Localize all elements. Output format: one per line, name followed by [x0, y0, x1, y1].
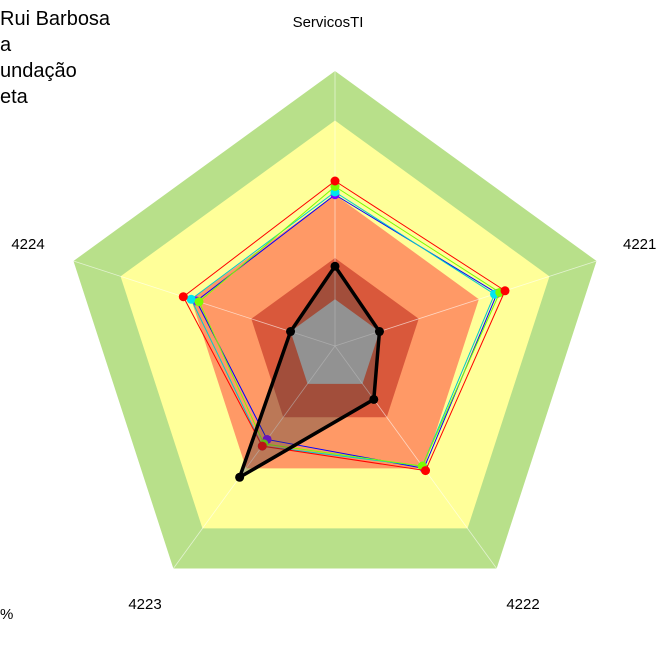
series-point-3-0	[330, 176, 340, 186]
series-point-4-2	[369, 394, 379, 404]
axis-label-4: 4224	[11, 236, 44, 253]
spoke-2	[334, 345, 497, 569]
legend-item-2: undação	[0, 60, 77, 82]
series-point-3-2	[421, 466, 431, 476]
series-point-4-4	[286, 327, 296, 337]
series-point-1-4	[186, 294, 196, 304]
series-point-4-0	[330, 261, 340, 271]
series-line-3	[182, 180, 506, 472]
series-point-3-1	[500, 286, 510, 296]
axis-label-2: 4222	[506, 596, 539, 613]
series-line-1	[190, 191, 496, 467]
axis-label-3: 4223	[128, 596, 161, 613]
legend-item-1: a	[0, 34, 12, 56]
series-point-2-4	[194, 297, 204, 307]
series-line-0	[195, 194, 498, 469]
series-point-4-3	[235, 472, 245, 482]
series-point-3-4	[178, 292, 188, 302]
legend-item-3: eta	[0, 86, 28, 108]
percent-label: %	[0, 606, 14, 623]
radar-series	[178, 176, 510, 482]
series-line-2	[198, 185, 501, 467]
axis-labels: ServicosTI 4221 4222 4223 4224	[11, 14, 656, 613]
spoke-3	[173, 345, 336, 569]
axis-label-1: 4221	[623, 236, 656, 253]
series-line-4	[236, 263, 382, 482]
series-point-4-1	[374, 327, 384, 337]
series-point-3-3	[257, 441, 267, 451]
legend-item-0: Rui Barbosa	[0, 8, 111, 30]
axis-label-0: ServicosTI	[293, 14, 364, 31]
